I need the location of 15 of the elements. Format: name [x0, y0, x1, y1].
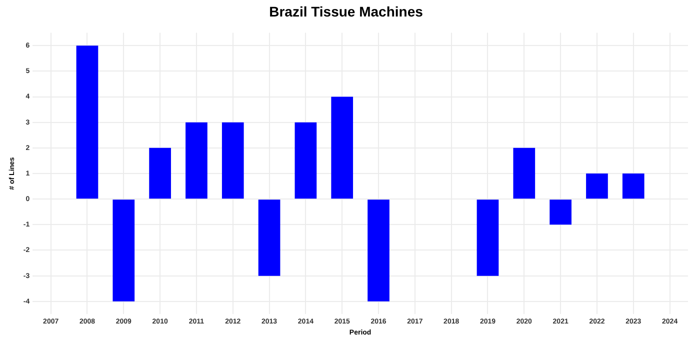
bar [294, 122, 317, 199]
bar [550, 200, 572, 225]
bar [586, 174, 608, 199]
bar [368, 200, 390, 302]
bar [222, 122, 244, 199]
bar [112, 200, 135, 302]
bar [476, 200, 499, 276]
bar [258, 200, 280, 276]
bar [622, 174, 644, 199]
bar [76, 46, 98, 199]
bar [513, 148, 536, 199]
chart-title: Brazil Tissue Machines [269, 3, 424, 20]
bar [331, 96, 354, 199]
bar [149, 148, 171, 199]
bar [186, 122, 208, 199]
